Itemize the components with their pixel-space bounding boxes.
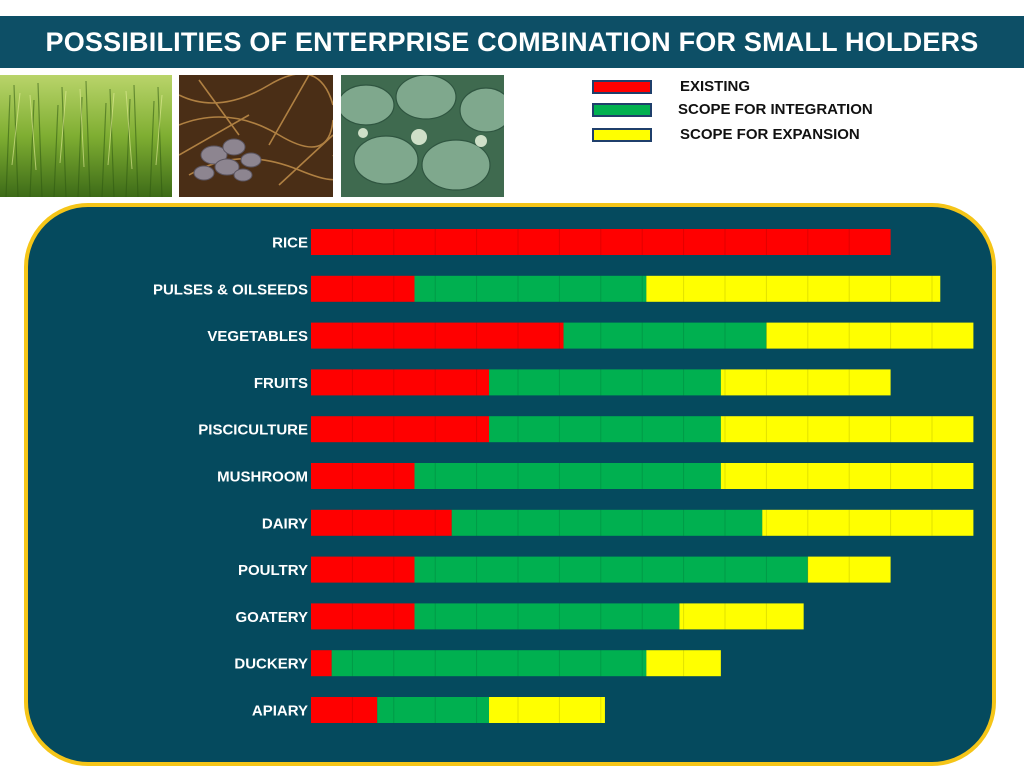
category-label-poultry: POULTRY xyxy=(238,562,308,579)
category-label-vegetables: VEGETABLES xyxy=(207,328,308,345)
bar-apiary-existing xyxy=(311,697,378,723)
bar-dairy-existing xyxy=(311,509,452,536)
bar-gridlines-pulses-and-oilseeds xyxy=(351,275,933,302)
bar-fruits-integration xyxy=(489,369,721,396)
bar-gridlines-fruits xyxy=(351,369,850,396)
bar-apiary-expansion xyxy=(489,697,605,723)
page-title: POSSIBILITIES OF ENTERPRISE COMBINATION … xyxy=(45,26,979,57)
category-label-rice: RICE xyxy=(272,235,308,252)
bar-fruits-expansion xyxy=(720,369,891,396)
title-bar: POSSIBILITIES OF ENTERPRISE COMBINATION … xyxy=(0,16,1024,68)
chart-legend: EXISTING SCOPE FOR INTEGRATION SCOPE FOR… xyxy=(592,78,922,148)
bar-poultry-expansion xyxy=(807,556,891,583)
cabbage-field-photo xyxy=(341,75,504,197)
bar-rice-existing xyxy=(311,229,891,255)
category-label-pisciculture: PISCICULTURE xyxy=(198,422,308,439)
bar-vegetables-expansion xyxy=(766,322,974,349)
rice-field-photo xyxy=(0,75,172,197)
bar-pulses-and-oilseeds-integration xyxy=(414,275,647,302)
bar-goatery-expansion xyxy=(679,603,804,630)
bar-gridlines-apiary xyxy=(351,697,602,723)
bar-duckery-existing xyxy=(311,650,332,677)
legend-label-existing: EXISTING xyxy=(680,78,751,95)
bar-goatery-existing xyxy=(311,603,415,630)
bar-gridlines-vegetables xyxy=(351,322,933,349)
bar-goatery-integration xyxy=(414,603,680,630)
bar-gridlines-poultry xyxy=(351,556,850,583)
bar-vegetables-integration xyxy=(563,322,767,349)
legend-label-expansion: SCOPE FOR EXPANSION xyxy=(680,126,860,143)
legend-item-existing: EXISTING xyxy=(592,78,922,98)
bar-pulses-and-oilseeds-expansion xyxy=(646,275,941,302)
bar-duckery-expansion xyxy=(646,650,721,677)
bar-duckery-integration xyxy=(331,650,647,677)
bar-vegetables-existing xyxy=(311,322,564,349)
bar-gridlines-duckery xyxy=(351,650,685,677)
bar-poultry-integration xyxy=(414,556,808,583)
category-label-goatery: GOATERY xyxy=(235,609,308,626)
category-label-apiary: APIARY xyxy=(252,703,308,720)
bar-pisciculture-expansion xyxy=(720,416,974,443)
category-label-dairy: DAIRY xyxy=(262,515,308,532)
bar-gridlines-goatery xyxy=(351,603,767,630)
legend-item-integration: SCOPE FOR INTEGRATION xyxy=(592,101,922,121)
bar-pisciculture-existing xyxy=(311,416,490,443)
bar-apiary-integration xyxy=(377,697,490,723)
bar-dairy-expansion xyxy=(762,509,974,536)
legend-swatch-existing xyxy=(592,80,652,94)
legend-swatch-integration xyxy=(592,103,652,117)
legend-label-integration: SCOPE FOR INTEGRATION xyxy=(678,101,873,118)
bar-poultry-existing xyxy=(311,556,415,583)
bar-pulses-and-oilseeds-existing xyxy=(311,275,415,302)
category-label-duckery: DUCKERY xyxy=(234,656,308,673)
legend-item-expansion: SCOPE FOR EXPANSION xyxy=(592,126,922,146)
bar-pisciculture-integration xyxy=(489,416,721,443)
bar-gridlines-mushroom xyxy=(351,463,933,489)
category-label-mushroom: MUSHROOM xyxy=(217,469,308,486)
category-label-fruits: FRUITS xyxy=(254,375,308,392)
bar-mushroom-expansion xyxy=(720,463,974,489)
bar-gridlines-pisciculture xyxy=(351,416,933,443)
bar-mushroom-existing xyxy=(311,463,415,489)
bar-dairy-integration xyxy=(451,509,763,536)
mushroom-bed-photo xyxy=(179,75,333,197)
bar-mushroom-integration xyxy=(414,463,721,489)
legend-swatch-expansion xyxy=(592,128,652,142)
category-label-pulses-and-oilseeds: PULSES & OILSEEDS xyxy=(153,281,308,298)
bar-fruits-existing xyxy=(311,369,490,396)
bar-gridlines-dairy xyxy=(351,509,933,536)
bar-gridlines-rice xyxy=(351,229,850,255)
